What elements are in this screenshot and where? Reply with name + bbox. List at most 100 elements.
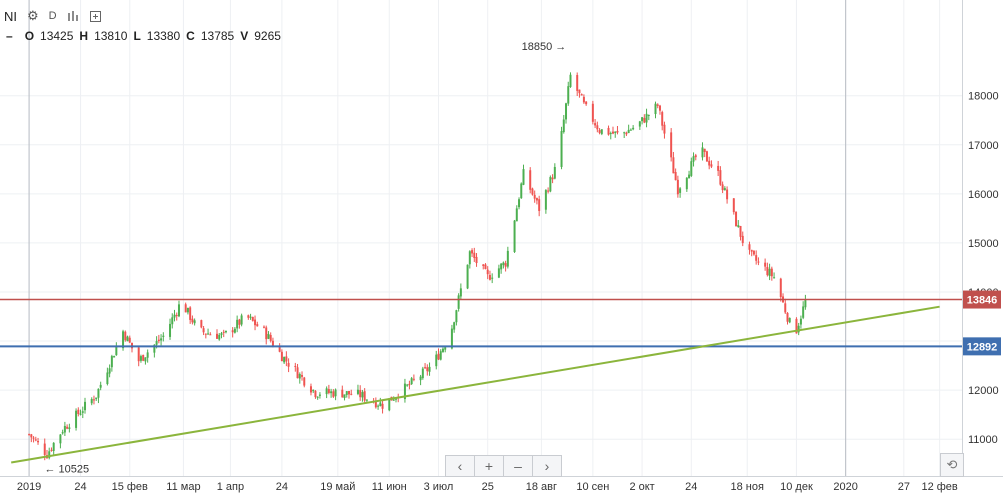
candle-body: [690, 161, 693, 176]
candle-body: [294, 365, 297, 367]
candle-body: [142, 354, 145, 361]
candle-body: [341, 389, 344, 398]
candle-body: [645, 113, 648, 123]
candle-body: [654, 103, 657, 115]
y-tick-label: 18000: [968, 91, 999, 103]
candle-body: [694, 155, 697, 158]
x-tick-label: 2 окт: [629, 481, 654, 493]
candle-body: [802, 306, 805, 318]
x-tick-label: 27: [898, 481, 910, 493]
zoom-in-button[interactable]: +: [474, 455, 504, 477]
candle-body: [191, 318, 194, 323]
candle-body: [710, 164, 713, 167]
timeframe-label[interactable]: D: [48, 10, 57, 22]
candle-body: [658, 105, 661, 111]
candle-body: [32, 437, 35, 439]
candle-body: [301, 375, 304, 377]
support-price-badge: [963, 337, 1001, 356]
candle-body: [200, 320, 203, 328]
chart-nav-bar: ‹ + – ›: [445, 455, 562, 477]
candle-body: [688, 174, 691, 179]
candle-body: [522, 169, 525, 185]
ohlc-key-high: H: [79, 29, 89, 43]
candle-body: [614, 131, 617, 134]
candle-body: [171, 317, 174, 325]
candle-body: [506, 250, 509, 267]
candle-body: [327, 389, 330, 393]
candle-body: [269, 334, 272, 341]
candle-body: [676, 179, 679, 195]
resistance-price-badge: [963, 290, 1001, 309]
candle-body: [732, 198, 735, 213]
candle-body: [580, 94, 583, 96]
candle-body: [598, 130, 601, 133]
candle-body: [607, 127, 610, 135]
x-tick-label: 24: [685, 481, 697, 493]
candle-body: [596, 125, 599, 130]
candle-body: [153, 344, 156, 353]
resistance-price-badge-label: 13846: [967, 295, 998, 307]
candle-body: [679, 188, 682, 193]
candle-body: [502, 262, 505, 266]
candle-body: [128, 337, 131, 343]
ohlc-key-open: O: [24, 29, 35, 43]
y-tick-label: 16000: [968, 189, 999, 201]
candle-body: [748, 244, 751, 250]
candle-body: [576, 75, 579, 91]
candle-body: [755, 255, 758, 261]
ohlc-value-high: 13810: [94, 29, 128, 43]
candle-body: [309, 386, 312, 393]
candle-body: [627, 129, 630, 134]
candle-body: [439, 351, 442, 360]
candle-body: [497, 268, 500, 278]
candle-body: [547, 190, 550, 192]
y-tick-label: 12000: [968, 385, 999, 397]
ohlc-value-open: 13425: [40, 29, 74, 43]
scroll-right-button[interactable]: ›: [532, 455, 562, 477]
candle-body: [155, 341, 158, 345]
compare-icon[interactable]: [89, 10, 102, 23]
candle-body: [779, 278, 782, 298]
candle-body: [408, 383, 411, 386]
candle-body: [741, 235, 744, 244]
ohlc-key-close: C: [186, 29, 195, 43]
candle-body: [797, 325, 800, 333]
candle-body: [788, 317, 791, 323]
candle-body: [473, 252, 476, 259]
gear-icon[interactable]: ⚙: [27, 8, 39, 23]
candle-body: [254, 319, 257, 326]
candle-body: [421, 368, 424, 379]
reset-chart-button[interactable]: ⟲: [940, 453, 964, 477]
candle-body: [233, 328, 236, 333]
candle-body: [28, 434, 31, 436]
x-tick-label: 11 июн: [372, 481, 407, 493]
candle-body: [92, 399, 95, 401]
candle-body: [773, 277, 776, 279]
candle-body: [43, 443, 46, 455]
candle-body: [240, 315, 243, 325]
candle-body: [77, 409, 80, 415]
candle-body: [356, 389, 359, 394]
candle-body: [484, 264, 487, 270]
candlesticks: [28, 72, 807, 461]
candle-body: [265, 327, 268, 340]
candle-body: [533, 194, 536, 199]
candle-body: [641, 117, 644, 122]
zoom-out-button[interactable]: –: [503, 455, 533, 477]
ohlc-value-close: 13785: [200, 29, 235, 43]
candle-body: [692, 156, 695, 162]
legend-dash: –: [6, 29, 13, 43]
bar-style-icon[interactable]: [67, 10, 79, 22]
symbol-label[interactable]: NI: [4, 8, 17, 24]
candle-body: [37, 440, 40, 443]
scroll-left-button[interactable]: ‹: [445, 455, 475, 477]
x-tick-label: 25: [482, 481, 494, 493]
candle-body: [737, 225, 740, 227]
candle-body: [106, 372, 109, 385]
x-tick-label: 24: [74, 481, 86, 493]
candle-body: [585, 101, 588, 105]
candle-body: [59, 434, 62, 444]
candle-body: [701, 147, 704, 158]
candle-body: [63, 425, 66, 433]
